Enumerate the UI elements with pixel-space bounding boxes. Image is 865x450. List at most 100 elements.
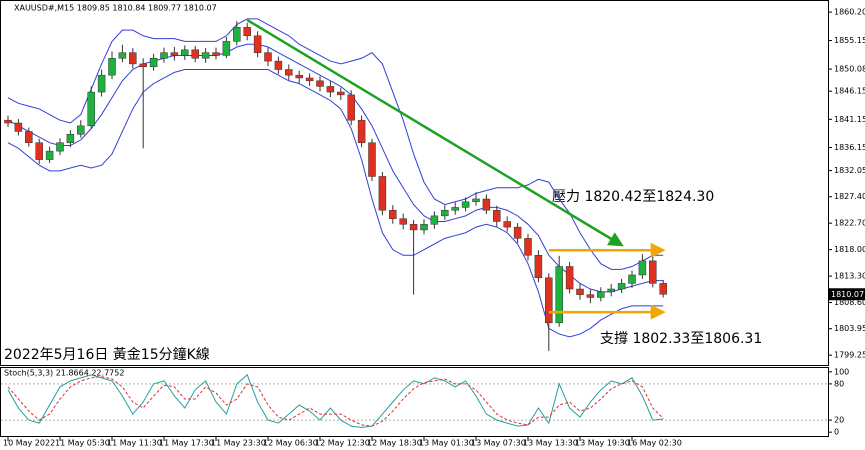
candle-body [87,91,95,127]
candle-body [659,283,667,295]
candle-body [513,226,522,239]
x-tick-label: 11 May 23:30 [211,439,266,448]
candle-body [56,142,64,152]
candle-body [316,80,324,87]
candle-body [201,52,210,59]
x-tick-label: 13 May 19:30 [575,439,630,448]
bollinger-upper [7,18,664,270]
x-tick-label: 11 May 05:30 [55,439,110,448]
x-tick-label: 10 May 2022 [3,439,55,448]
candle-body [399,218,407,225]
candle-body [649,260,657,284]
candle-body [503,221,511,228]
date-note: 2022年5月16日 黃金15分鐘K線 [4,346,210,363]
last-price-label: 1810.07 [831,290,864,299]
candle-body [565,266,574,290]
y-tick-label: 1841.15 [834,115,865,124]
candle-body [576,288,584,295]
candle-body [347,94,355,121]
candle-body [108,58,116,76]
candle-body [368,142,376,177]
candle-body [77,125,85,135]
candle-body [118,52,127,59]
candle-body [617,283,626,290]
candle-body [607,288,615,293]
y-tick-label: 20 [834,416,844,425]
last-price-box [829,288,865,301]
x-tick-label: 12 May 12:30 [315,439,370,448]
candle-body [451,207,459,211]
candle-body [45,150,54,160]
candle-body [149,58,158,67]
candle-body [212,52,220,56]
main-panel [0,0,829,366]
candle-body [389,209,397,219]
y-tick-label: 1827.40 [834,192,865,201]
candle-body [357,119,366,143]
x-tick-label: 13 May 07:30 [471,439,526,448]
candle-body [524,238,532,256]
y-tick-label: 100 [834,367,849,376]
candle-body [493,209,501,222]
x-tick-label: 11 May 11:30 [107,439,162,448]
bollinger-middle [7,43,664,293]
candle-body [409,224,418,231]
candle-body [472,198,480,203]
y-tick-label: 1855.15 [834,36,865,45]
candle-body [264,52,272,62]
candle-body [129,52,137,65]
candle-body [430,215,439,225]
header: XAUUSD#,M15 1809.85 1810.84 1809.77 1810… [14,4,217,13]
x-tick-label: 13 May 13:30 [523,439,578,448]
candle-body [25,131,33,143]
y-tick-label: 1832.05 [834,166,865,175]
y-tick-label: 1836.15 [834,143,865,152]
candle-body [139,63,147,67]
y-tick-label: 1808.60 [834,298,865,307]
y-tick-label: 1846.15 [834,87,865,96]
candle-body [337,91,345,96]
candle-body [66,134,75,143]
candle-body [243,27,251,37]
resistance-note: 壓力 1820.42至1824.30 [552,189,714,205]
candle-body [253,35,262,53]
y-tick-label: 1803.95 [834,324,865,333]
candle-body [534,255,543,279]
x-tick-label: 13 May 01:30 [419,439,474,448]
candle-body [181,49,189,56]
y-tick-label: 80 [834,379,844,388]
x-tick-label: 12 May 18:30 [367,439,422,448]
y-tick-label: 1850.08 [834,65,865,74]
candle-body [170,52,179,56]
candle-body [295,74,303,79]
candle-body [441,209,449,217]
y-tick-label: 1822.70 [834,219,865,228]
annotation-line [246,18,624,247]
bollinger-lower [7,69,664,338]
stoch-panel [0,367,829,437]
candle-body [14,122,23,132]
x-tick-label: 11 May 17:30 [159,439,214,448]
candle-body [191,49,199,59]
candle-body [482,198,491,211]
candle-body [233,27,241,42]
candle-body [4,119,12,124]
candle-body [638,260,647,276]
candle-body [586,294,595,298]
candle-body [160,52,168,59]
x-tick-label: 12 May 06:30 [263,439,318,448]
candle-body [326,86,335,93]
candle-body [285,69,293,76]
support-note: 支撐 1802.33至1806.31 [600,331,762,347]
candle-body [222,41,231,56]
y-tick-label: 1813.30 [834,272,865,281]
stoch-label: Stoch(5,3,3) 21.8664 22.7752 [4,369,124,378]
candle-body [555,266,563,324]
candle-body [97,74,106,93]
y-tick-label: 1818.00 [834,245,865,254]
candle-body [35,142,43,160]
candle-body [305,77,314,82]
x-tick-label: 16 May 02:30 [627,439,682,448]
y-tick-label: 1799.25 [834,351,865,360]
